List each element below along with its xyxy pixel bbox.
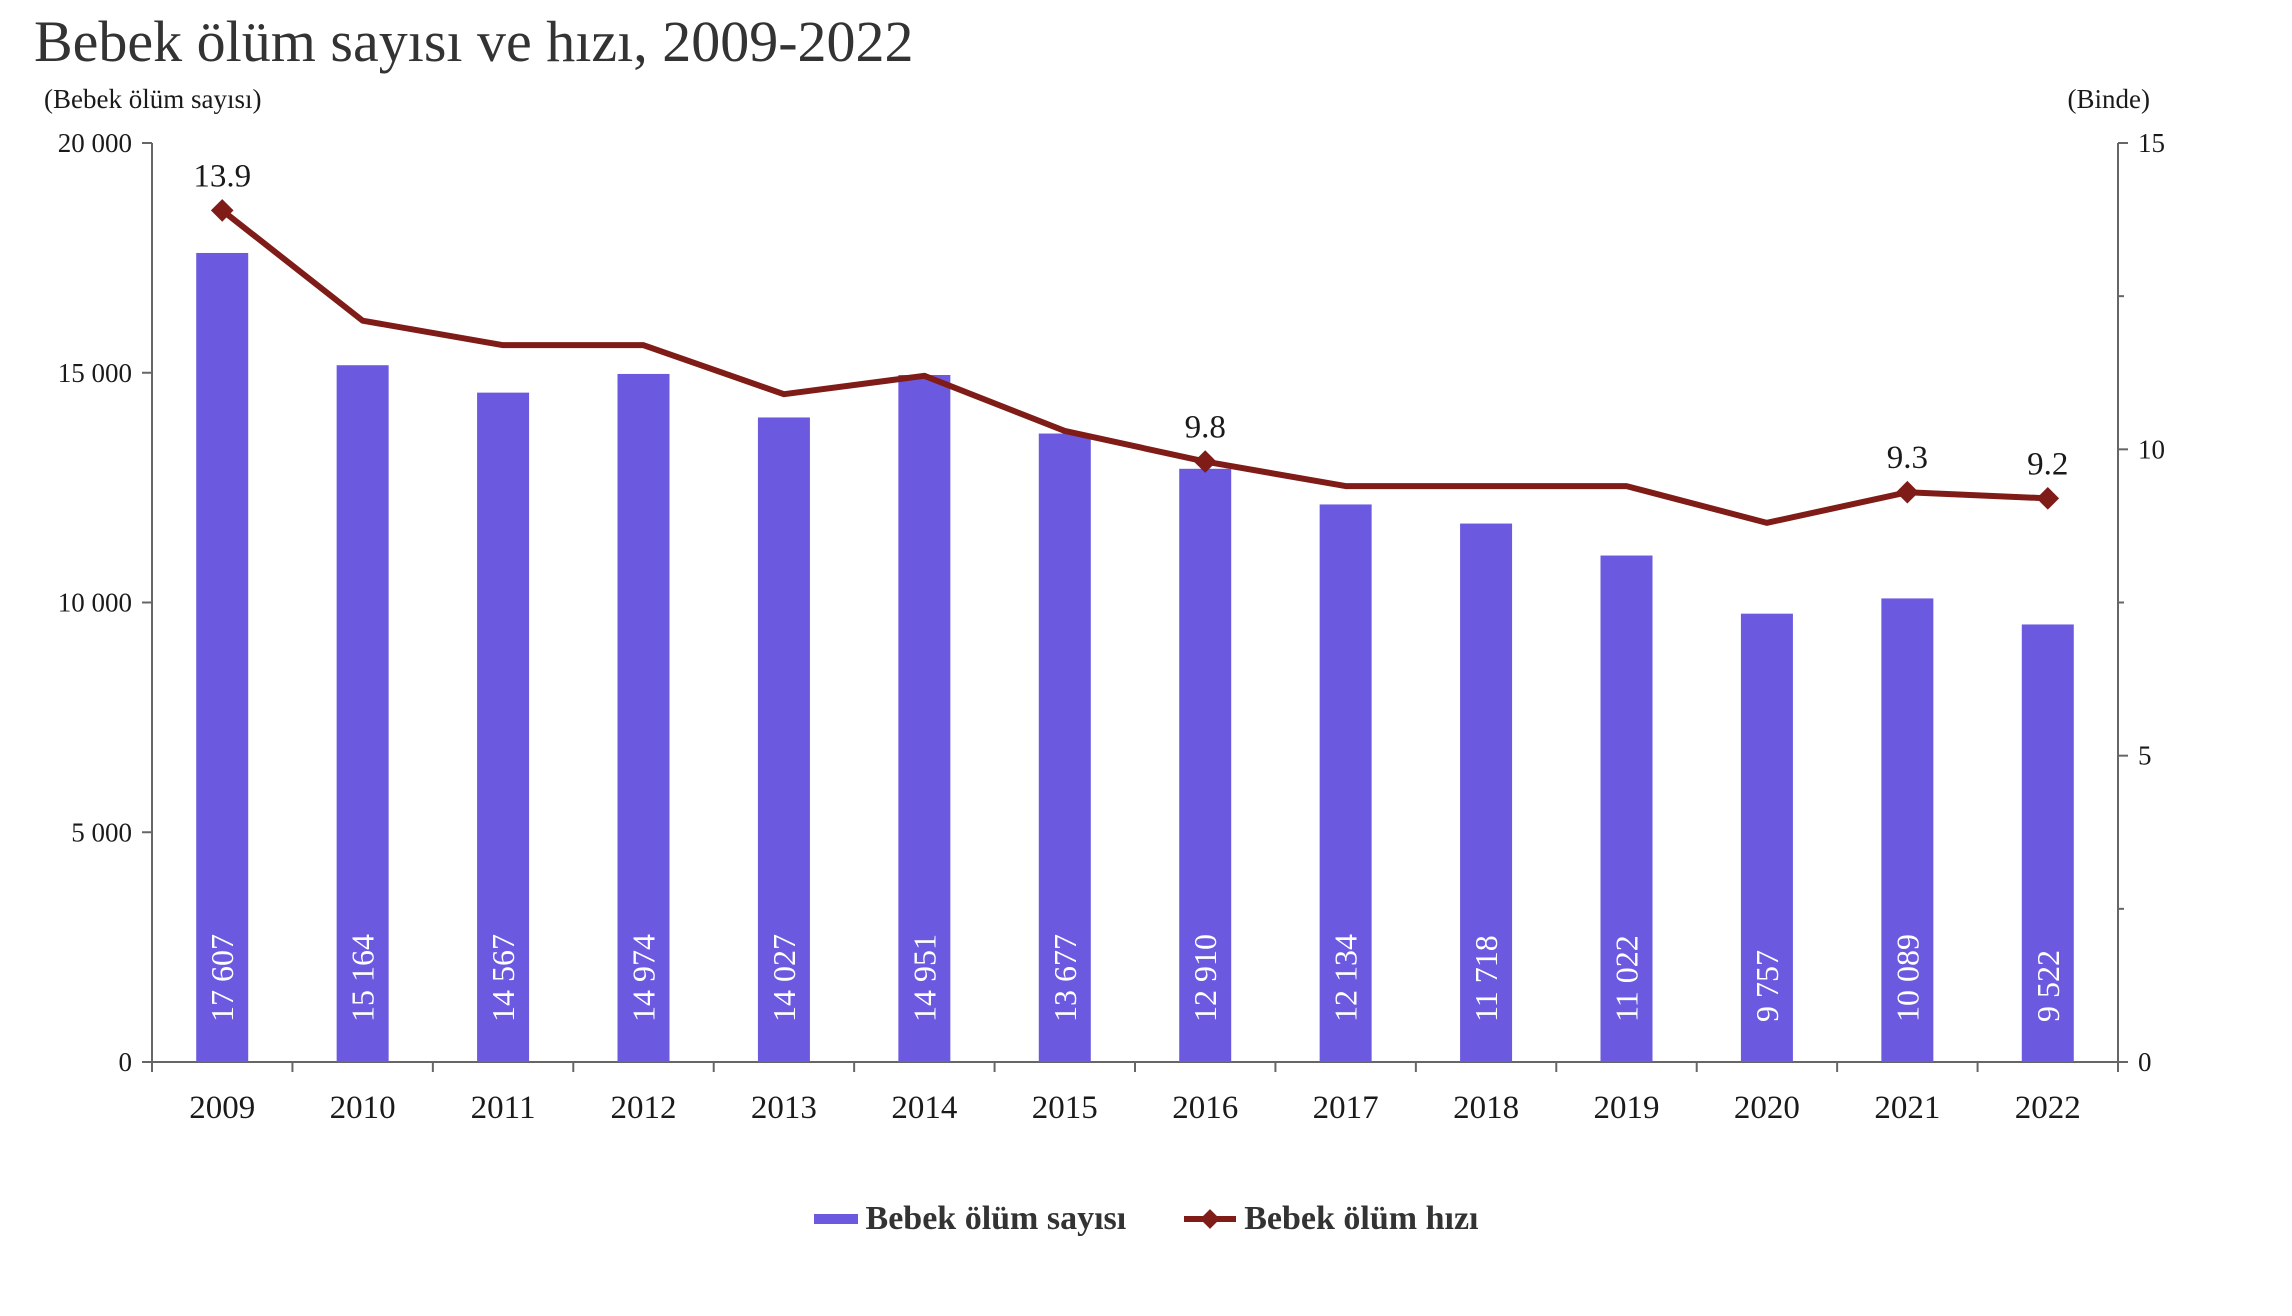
rate-value-label: 9.8 [1185,410,1226,446]
bar [1460,523,1513,1062]
bar [2021,624,2074,1062]
y-left-tick-label: 15 000 [58,358,132,388]
bar [757,417,810,1062]
legend-line-label: Bebek ölüm hızı [1244,1200,1479,1237]
bar-value-label: 9 757 [1749,950,1785,1022]
legend-item-line: Bebek ölüm hızı [1184,1200,1478,1238]
bar-value-label: 9 522 [2030,950,2066,1022]
bar-value-label: 10 089 [1889,934,1925,1022]
rate-line [220,208,2048,526]
y-left-tick-label: 10 000 [58,588,132,618]
x-tick-label: 2018 [1453,1090,1519,1126]
x-tick-label: 2013 [751,1090,817,1126]
y-left-tick-label: 0 [119,1047,133,1077]
y-right-tick-label: 5 [2138,741,2152,771]
x-tick-label: 2010 [330,1090,396,1126]
rate-point [1193,450,1217,473]
legend-item-bars: Bebek ölüm sayısı [813,1200,1127,1238]
rate-point [2036,487,2060,510]
x-tick-label: 2019 [1594,1090,1660,1126]
rate-value-label: 13.9 [193,158,251,194]
x-tick-label: 2015 [1032,1090,1098,1126]
bar [898,375,951,1062]
legend-bar-swatch [813,1214,858,1224]
x-tick-label: 2021 [1874,1090,1940,1126]
x-tick-label: 2009 [189,1090,255,1126]
bar [336,365,389,1062]
bar-value-label: 14 951 [906,934,942,1022]
bar [477,392,530,1062]
bar [617,373,670,1062]
y-left-axis-label: (Bebek ölüm sayısı) [44,84,261,114]
bar [1881,598,1934,1062]
bar-value-label: 17 607 [204,934,240,1022]
bar-value-label: 13 677 [1047,934,1083,1022]
bar [1740,613,1793,1062]
rate-value-label: 9.2 [2027,446,2068,482]
bar [1038,433,1091,1062]
bar-value-label: 12 134 [1328,934,1364,1022]
x-tick-label: 2020 [1734,1090,1800,1126]
y-left-tick-label: 20 000 [58,128,132,158]
legend-line-swatch [1184,1209,1237,1229]
x-tick-label: 2022 [2015,1090,2081,1126]
bar-value-label: 12 910 [1187,934,1223,1022]
x-tick-label: 2012 [611,1090,677,1126]
x-tick-label: 2014 [891,1090,957,1126]
y-right-tick-label: 10 [2138,434,2165,464]
bar-value-label: 14 974 [626,934,662,1022]
bar [1179,468,1232,1062]
bar-value-label: 11 718 [1468,935,1504,1022]
chart-title: Bebek ölüm sayısı ve hızı, 2009-2022 [34,9,914,74]
chart-plot: 0 5 000 10 000 15 000 20 000 0 5 10 15 (Bebek ölü… [44,84,2165,1126]
y-right-tick-label: 0 [2138,1047,2152,1077]
x-tick-label: 2011 [471,1090,536,1126]
x-tick-label: 2017 [1313,1090,1379,1126]
legend-bar-label: Bebek ölüm sayısı [865,1200,1127,1237]
y-right-axis-label: (Binde) [2068,84,2150,114]
bar [196,252,249,1062]
x-tick-label: 2016 [1172,1090,1238,1126]
rate-value-label: 9.3 [1887,440,1928,476]
bar [1319,504,1372,1062]
bar-value-label: 14 027 [766,934,802,1022]
y-left-tick-label: 5 000 [71,817,132,847]
rate-point [1896,480,1919,504]
y-right-tick-label: 15 [2138,128,2165,158]
legend: Bebek ölüm sayısı Bebek ölüm hızı [0,1200,2292,1238]
bar [1600,555,1653,1062]
bar-value-label: 14 567 [485,934,521,1022]
bar-value-label: 11 022 [1609,935,1645,1022]
bar-value-label: 15 164 [345,934,381,1022]
